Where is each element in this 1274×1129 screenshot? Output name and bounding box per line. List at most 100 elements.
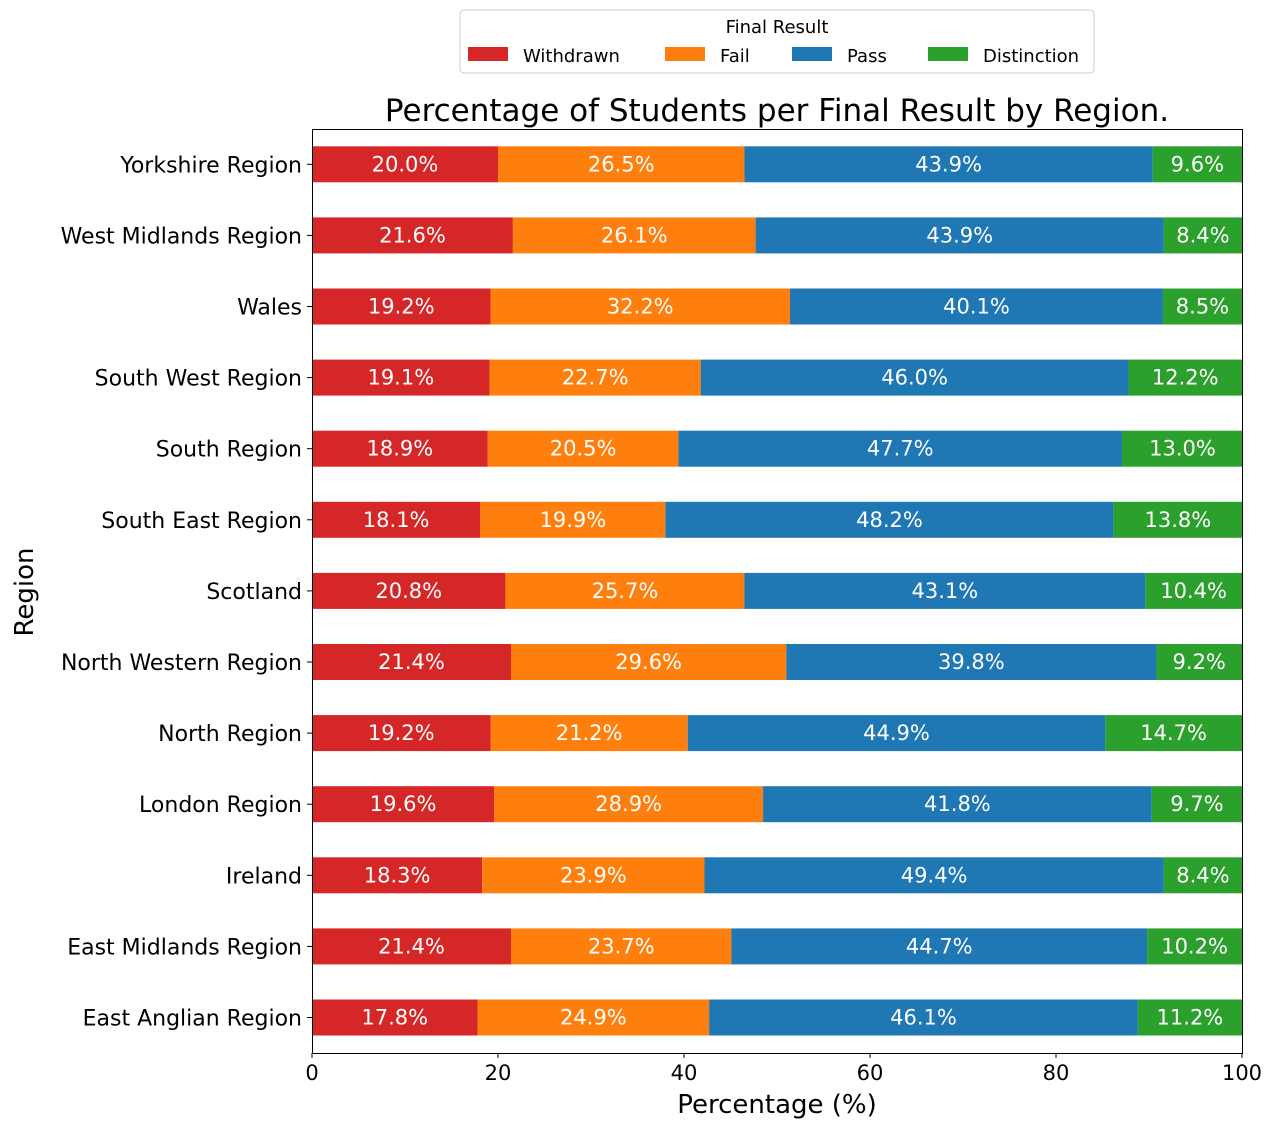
legend-title: Final Result	[726, 17, 829, 38]
bar-withdrawn-south-west-region	[312, 359, 490, 396]
y-axis-label: Region	[10, 547, 40, 636]
bar-withdrawn-north-region	[312, 715, 491, 752]
bar-distinction-wales	[1162, 288, 1242, 325]
y-tick-label: Yorkshire Region	[119, 153, 302, 178]
x-tick-label: 0	[305, 1061, 318, 1085]
bar-distinction-west-midlands-region	[1163, 217, 1242, 254]
bar-distinction-east-anglian-region	[1137, 999, 1242, 1036]
data-label-pass-scotland: 43.1%	[912, 579, 979, 603]
data-label-pass-east-anglian-region: 46.1%	[890, 1006, 957, 1030]
bar-fail-south-east-region	[480, 501, 666, 538]
bar-withdrawn-east-anglian-region	[312, 999, 478, 1036]
data-label-pass-south-region: 47.7%	[867, 437, 934, 461]
y-tick-label: North Region	[158, 722, 302, 747]
data-label-withdrawn-wales: 19.2%	[368, 295, 435, 319]
y-tick-label: West Midlands Region	[61, 224, 302, 249]
y-tick-label: East Midlands Region	[67, 935, 302, 960]
bar-fail-yorkshire-region	[498, 146, 745, 183]
data-label-pass-yorkshire-region: 43.9%	[915, 152, 982, 176]
bar-pass-east-anglian-region	[709, 999, 1138, 1036]
bar-distinction-north-region	[1105, 715, 1242, 752]
data-label-distinction-east-midlands-region: 10.2%	[1161, 934, 1228, 958]
bar-fail-east-anglian-region	[477, 999, 710, 1036]
data-label-fail-west-midlands-region: 26.1%	[601, 223, 668, 247]
data-label-withdrawn-east-midlands-region: 21.4%	[378, 934, 445, 958]
data-label-withdrawn-west-midlands-region: 21.6%	[379, 223, 446, 247]
legend-label-distinction: Distinction	[983, 46, 1079, 67]
bar-distinction-south-east-region	[1113, 501, 1242, 538]
data-label-distinction-south-region: 13.0%	[1149, 437, 1216, 461]
bar-pass-south-east-region	[665, 501, 1114, 538]
bar-withdrawn-north-western-region	[312, 644, 512, 680]
data-label-fail-london-region: 28.9%	[595, 792, 662, 816]
bar-pass-north-region	[687, 715, 1106, 752]
data-label-fail-south-west-region: 22.7%	[562, 366, 629, 390]
chart-title: Percentage of Students per Final Result …	[385, 93, 1169, 129]
bar-withdrawn-ireland	[312, 857, 483, 894]
bar-pass-scotland	[744, 572, 1146, 609]
data-label-pass-east-midlands-region: 44.7%	[906, 934, 973, 958]
data-label-withdrawn-scotland: 20.8%	[375, 579, 442, 603]
y-tick-label: North Western Region	[61, 651, 302, 676]
data-label-distinction-wales: 8.5%	[1176, 295, 1229, 319]
y-tick-label: Ireland	[226, 864, 302, 889]
y-tick-label: East Anglian Region	[83, 1007, 302, 1032]
bar-fail-south-region	[487, 430, 679, 467]
legend-swatch-distinction	[928, 47, 968, 61]
bar-fail-scotland	[505, 572, 745, 609]
bar-distinction-south-region	[1122, 430, 1243, 467]
x-axis-label: Percentage (%)	[677, 1090, 877, 1120]
data-label-distinction-west-midlands-region: 8.4%	[1176, 223, 1229, 247]
data-label-pass-wales: 40.1%	[943, 295, 1010, 319]
legend-label-fail: Fail	[720, 46, 750, 67]
data-label-distinction-scotland: 10.4%	[1160, 579, 1227, 603]
bar-pass-west-midlands-region	[755, 217, 1164, 254]
data-label-pass-west-midlands-region: 43.9%	[926, 223, 993, 247]
y-tick-label: Wales	[237, 296, 302, 321]
data-label-withdrawn-north-region: 19.2%	[368, 721, 435, 745]
legend: Final Result Withdrawn Fail Pass Distinctio…	[459, 9, 1095, 74]
bar-pass-yorkshire-region	[744, 146, 1153, 183]
bar-fail-ireland	[482, 857, 705, 894]
bar-withdrawn-scotland	[312, 572, 506, 609]
data-label-withdrawn-yorkshire-region: 20.0%	[372, 152, 439, 176]
data-label-withdrawn-south-west-region: 19.1%	[367, 366, 434, 390]
bar-fail-north-region	[490, 715, 688, 752]
bar-pass-north-western-region	[786, 644, 1157, 680]
bar-pass-south-region	[678, 430, 1123, 467]
data-label-pass-south-east-region: 48.2%	[856, 508, 923, 532]
legend-swatch-fail	[665, 47, 705, 61]
bar-distinction-south-west-region	[1128, 359, 1242, 396]
y-axis-ticks: East Anglian Region East Midlands Region I…	[61, 153, 312, 1032]
legend-label-withdrawn: Withdrawn	[523, 46, 620, 67]
bar-distinction-london-region	[1151, 786, 1242, 823]
plot-frame	[312, 129, 1243, 1054]
x-tick-label: 80	[1043, 1061, 1070, 1085]
data-label-fail-scotland: 25.7%	[592, 579, 659, 603]
bar-fail-north-western-region	[511, 644, 787, 680]
bar-fail-west-midlands-region	[512, 217, 756, 254]
data-label-withdrawn-ireland: 18.3%	[364, 863, 431, 887]
data-label-distinction-london-region: 9.7%	[1170, 792, 1223, 816]
data-label-pass-london-region: 41.8%	[924, 792, 991, 816]
x-tick-label: 60	[857, 1061, 884, 1085]
bar-fail-wales	[490, 288, 791, 325]
data-label-distinction-south-west-region: 12.2%	[1152, 366, 1219, 390]
data-label-pass-south-west-region: 46.0%	[881, 366, 948, 390]
bar-distinction-ireland	[1163, 857, 1242, 894]
bar-pass-south-west-region	[700, 359, 1129, 396]
data-label-fail-east-anglian-region: 24.9%	[560, 1006, 627, 1030]
data-label-withdrawn-london-region: 19.6%	[370, 792, 437, 816]
data-label-withdrawn-south-east-region: 18.1%	[363, 508, 430, 532]
bar-withdrawn-south-east-region	[312, 501, 481, 538]
data-label-fail-east-midlands-region: 23.7%	[588, 934, 655, 958]
data-label-withdrawn-north-western-region: 21.4%	[378, 650, 445, 674]
data-label-distinction-ireland: 8.4%	[1176, 863, 1229, 887]
bar-pass-east-midlands-region	[731, 928, 1148, 965]
data-label-fail-north-region: 21.2%	[556, 721, 623, 745]
legend-label-pass: Pass	[847, 46, 887, 67]
bar-distinction-north-western-region	[1156, 644, 1242, 680]
data-label-distinction-yorkshire-region: 9.6%	[1171, 152, 1224, 176]
y-tick-label: South Region	[156, 438, 302, 463]
